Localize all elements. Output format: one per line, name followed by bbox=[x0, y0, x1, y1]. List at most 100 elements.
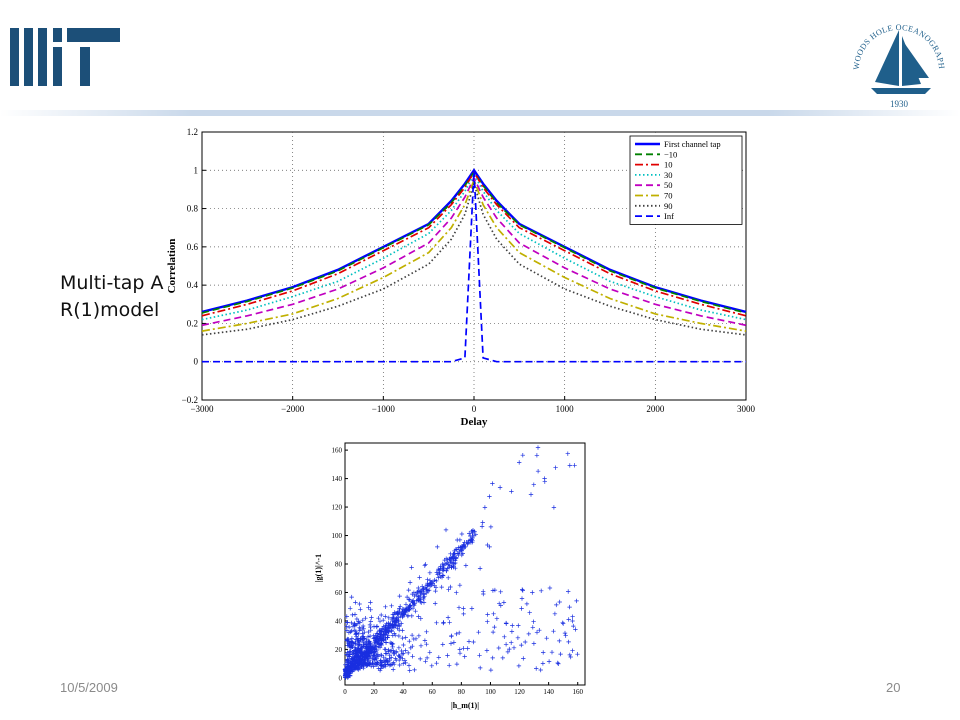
corr-y-tick-label: 0 bbox=[194, 357, 199, 367]
scatter-y-tick-label: 20 bbox=[335, 646, 343, 654]
scatter-point bbox=[416, 633, 422, 638]
scatter-point bbox=[528, 492, 534, 497]
scatter-point bbox=[509, 489, 514, 494]
scatter-point bbox=[424, 629, 429, 634]
scatter-point bbox=[355, 666, 361, 672]
scatter-point bbox=[393, 618, 398, 623]
scatter-point bbox=[471, 639, 476, 645]
scatter-point bbox=[416, 585, 421, 591]
scatter-point bbox=[347, 661, 353, 666]
scatter-point bbox=[400, 656, 405, 661]
scatter-point bbox=[567, 463, 572, 468]
scatter-point bbox=[538, 667, 543, 673]
scatter-point bbox=[449, 564, 454, 569]
scatter-point bbox=[467, 531, 472, 536]
scatter-y-tick-label: 160 bbox=[332, 447, 343, 455]
scatter-point bbox=[466, 538, 471, 544]
scatter-point bbox=[398, 614, 403, 619]
scatter-point bbox=[396, 633, 402, 639]
scatter-point bbox=[430, 581, 435, 586]
scatter-point bbox=[482, 505, 488, 510]
scatter-point bbox=[570, 618, 575, 624]
scatter-point bbox=[360, 631, 365, 636]
scatter-point bbox=[359, 651, 364, 657]
scatter-point bbox=[368, 655, 373, 660]
scatter-point bbox=[347, 669, 352, 675]
scatter-point bbox=[490, 481, 495, 486]
scatter-point bbox=[402, 658, 408, 663]
footer-page-number: 20 bbox=[886, 680, 901, 695]
scatter-point bbox=[425, 583, 430, 588]
corr-x-tick-label: −2000 bbox=[281, 404, 305, 414]
corr-series bbox=[201, 168, 747, 363]
scatter-point bbox=[553, 465, 558, 470]
scatter-point bbox=[346, 654, 352, 659]
scatter-point bbox=[379, 659, 385, 665]
scatter-point bbox=[368, 648, 373, 653]
scatter-point bbox=[524, 601, 530, 607]
scatter-point bbox=[357, 626, 363, 632]
scatter-point bbox=[361, 640, 366, 645]
scatter-point bbox=[348, 629, 353, 635]
scatter-point bbox=[381, 618, 386, 623]
scatter-point bbox=[429, 580, 434, 585]
scatter-point bbox=[445, 615, 451, 620]
scatter-point bbox=[401, 642, 406, 648]
scatter-x-tick-label: 160 bbox=[572, 688, 583, 696]
corr-x-tick-label: 2000 bbox=[646, 404, 665, 414]
scatter-point bbox=[364, 645, 369, 651]
scatter-point bbox=[424, 642, 429, 647]
scatter-point bbox=[345, 675, 350, 680]
scatter-point bbox=[402, 607, 408, 612]
scatter-point bbox=[387, 658, 392, 663]
scatter-point bbox=[383, 651, 388, 656]
scatter-point bbox=[365, 657, 370, 662]
scatter-point bbox=[371, 653, 377, 658]
scatter-point bbox=[375, 652, 381, 657]
scatter-point bbox=[427, 588, 432, 593]
scatter-point bbox=[383, 604, 388, 609]
scatter-point bbox=[519, 596, 525, 601]
scatter-point bbox=[487, 494, 492, 499]
scatter-point bbox=[350, 664, 356, 670]
scatter-point bbox=[459, 531, 465, 537]
scatter-point bbox=[369, 664, 374, 669]
scatter-point bbox=[557, 638, 562, 644]
scatter-point bbox=[461, 646, 466, 651]
scatter-point bbox=[419, 600, 424, 605]
scatter-point bbox=[551, 505, 557, 510]
scatter-point bbox=[447, 663, 452, 668]
scatter-point bbox=[362, 660, 367, 665]
corr-series-line bbox=[202, 170, 746, 363]
scatter-point bbox=[372, 657, 377, 662]
correlation-chart: −3000 −2000 −1000 0 1000 2000 3000 −0.2 0 0.2 0.4 0… bbox=[166, 127, 756, 428]
scatter-point bbox=[531, 641, 537, 646]
corr-x-tick-label: 3000 bbox=[737, 404, 756, 414]
scatter-point bbox=[399, 648, 404, 654]
scatter-point bbox=[542, 479, 547, 484]
scatter-point bbox=[403, 635, 408, 640]
scatter-point bbox=[354, 659, 360, 664]
scatter-point bbox=[346, 652, 351, 657]
scatter-point bbox=[463, 563, 469, 568]
corr-legend-label: 90 bbox=[664, 201, 673, 211]
scatter-point bbox=[454, 590, 459, 595]
scatter-point bbox=[366, 605, 371, 610]
scatter-point bbox=[487, 544, 492, 550]
scatter-point bbox=[450, 561, 456, 566]
scatter-point bbox=[416, 598, 421, 603]
corr-y-axis-label: Correlation bbox=[166, 239, 178, 294]
scatter-point bbox=[410, 599, 416, 604]
scatter-point bbox=[352, 622, 357, 627]
scatter-y-tick-label: 80 bbox=[335, 561, 343, 569]
scatter-point bbox=[407, 639, 412, 644]
scatter-point bbox=[468, 533, 473, 539]
scatter-point bbox=[374, 624, 379, 630]
scatter-point bbox=[461, 543, 467, 548]
scatter-point bbox=[457, 647, 462, 652]
scatter-point bbox=[373, 636, 379, 642]
scatter-point bbox=[382, 647, 387, 652]
scatter-point bbox=[435, 544, 440, 550]
scatter-point bbox=[391, 667, 396, 672]
scatter-point bbox=[521, 656, 526, 661]
